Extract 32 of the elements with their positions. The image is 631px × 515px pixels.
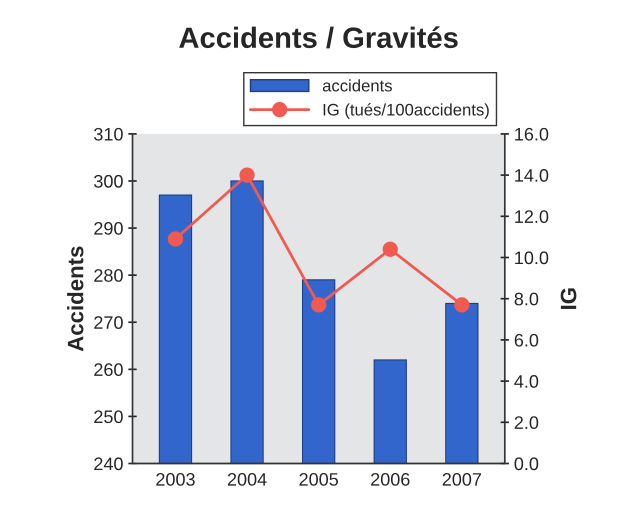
legend-label: accidents — [322, 79, 392, 92]
y2-tick-label: 14.0 — [515, 169, 548, 182]
y2-tick-label: 10.0 — [515, 251, 548, 264]
x-tick-label: 2004 — [228, 473, 267, 486]
y2-tick-label: 8.0 — [514, 292, 538, 306]
point — [239, 167, 255, 183]
y-tick-label: 250 — [94, 410, 123, 424]
y-tick-label: 290 — [94, 222, 123, 235]
y2-tick-label: 6.0 — [514, 334, 538, 347]
point — [382, 242, 398, 257]
x-tick-label: 2007 — [442, 473, 482, 486]
point — [168, 231, 184, 247]
y-tick-label: 300 — [94, 174, 123, 188]
y2-tick-label: 16.0 — [515, 128, 548, 141]
x-tick-label: 2006 — [371, 473, 410, 486]
x-tick-label: 2005 — [299, 473, 338, 486]
y-tick-label: 260 — [94, 363, 123, 376]
y2-tick-label: 2.0 — [514, 416, 538, 430]
x-tick-label: 2003 — [156, 473, 195, 486]
y2-axis-title: IG — [560, 288, 576, 309]
y-tick-label: 240 — [94, 457, 123, 470]
point — [311, 297, 326, 313]
y2-tick-label: 0.0 — [514, 457, 538, 470]
y-tick-label: 310 — [94, 128, 123, 141]
y2-tick-label: 4.0 — [514, 375, 538, 388]
y-tick-label: 270 — [94, 316, 123, 329]
chart-title: Accidents / Gravités — [179, 26, 458, 48]
y2-tick-label: 12.0 — [515, 210, 548, 224]
y-axis-title: Accidents — [67, 246, 84, 352]
legend-label: IG (tués/100accidents) — [324, 103, 489, 119]
point — [454, 297, 470, 313]
y-tick-label: 280 — [94, 269, 123, 282]
